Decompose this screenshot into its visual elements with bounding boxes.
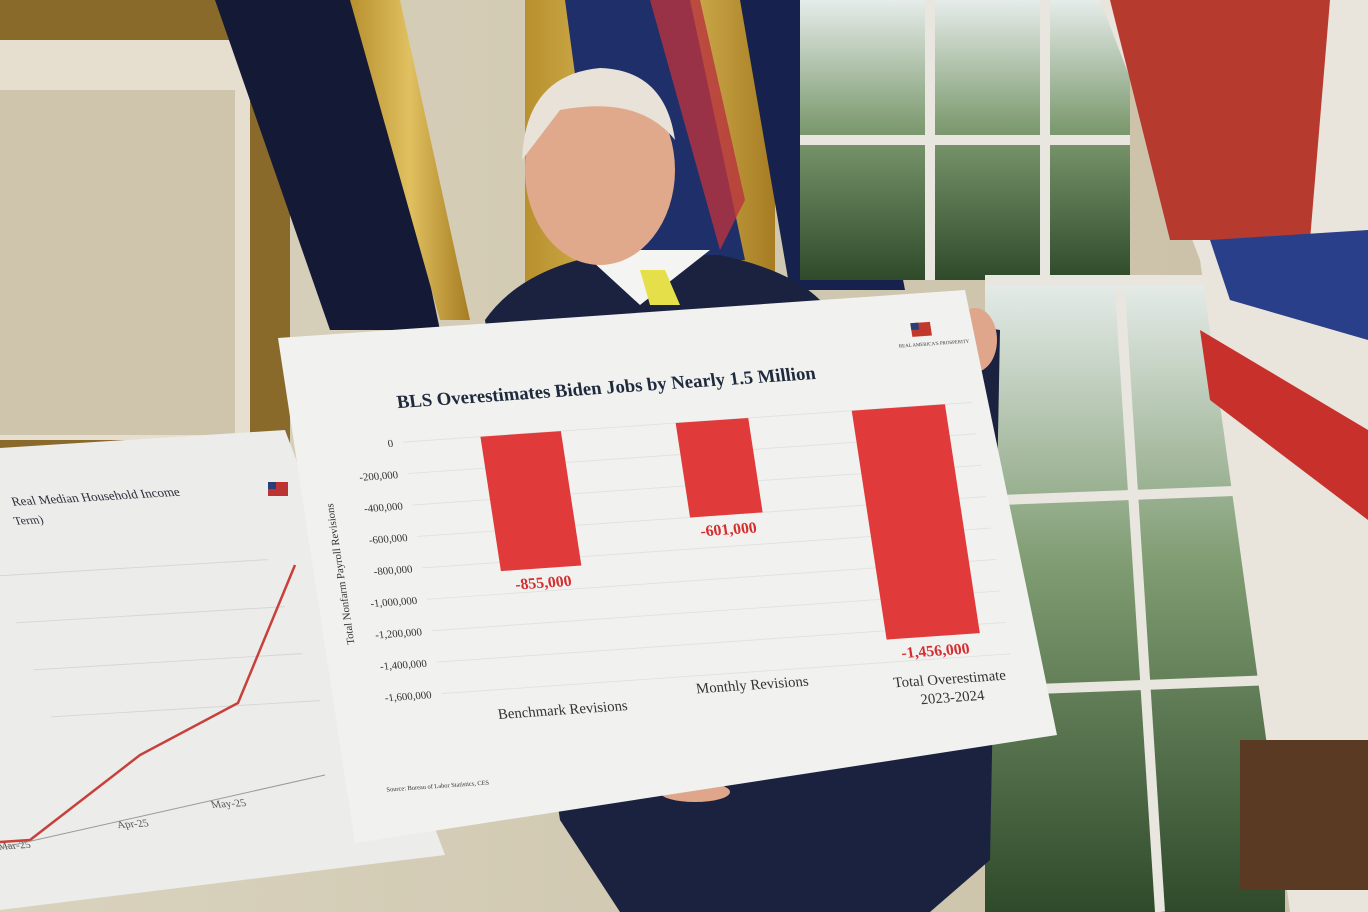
hair <box>522 68 675 160</box>
side-line-series <box>0 564 297 844</box>
campaign-streamers <box>1110 0 1330 240</box>
y-tick-label: -200,000 <box>359 469 399 484</box>
bars: -855,000 -601,000 -1,456,000 <box>480 404 980 663</box>
side-x-tick: Apr-25 <box>115 818 151 831</box>
y-axis-ticks: 0 -200,000 -400,000 -600,000 -800,000 -1,000,… <box>359 438 433 705</box>
gridline <box>441 653 1011 695</box>
side-chart-subtitle: Term) <box>11 513 45 528</box>
flag-stripes <box>650 0 745 250</box>
bar <box>480 431 582 572</box>
category-label: 2023-2024 <box>919 688 986 708</box>
side-board: Real Median Household Income Term) Mar-2… <box>0 430 445 910</box>
y-tick-label: -600,000 <box>368 532 408 547</box>
y-tick-label: 0 <box>387 438 394 450</box>
data-label: -601,000 <box>699 520 758 541</box>
y-tick-label: -1,400,000 <box>379 658 428 673</box>
y-tick-label: -1,200,000 <box>374 626 423 641</box>
category-label: Total Overestimate <box>892 668 1007 692</box>
y-tick-label: -1,600,000 <box>384 689 433 704</box>
bar <box>851 404 980 640</box>
y-tick-label: -1,000,000 <box>370 595 419 610</box>
desk <box>1240 740 1368 890</box>
side-gridlines <box>0 559 321 718</box>
side-x-axis <box>0 774 326 849</box>
face <box>525 75 675 265</box>
document-text-area <box>0 90 235 435</box>
side-logo <box>268 482 288 496</box>
tie <box>640 270 680 305</box>
bar <box>675 417 763 518</box>
side-x-tick: May-25 <box>209 797 248 810</box>
window-frame <box>800 0 1285 912</box>
y-tick-label: -400,000 <box>363 501 403 516</box>
army-flag-blue <box>1210 230 1368 340</box>
brand-logo: REAL AMERICA'S PROSPERITY <box>899 321 971 350</box>
category-label: Monthly Revisions <box>695 674 810 698</box>
y-tick-label: -800,000 <box>373 564 413 579</box>
data-label: -855,000 <box>514 573 573 594</box>
gold-ornament <box>350 0 470 320</box>
logo-text: REAL AMERICA'S PROSPERITY <box>899 340 971 350</box>
data-label: -1,456,000 <box>900 641 971 663</box>
army-flag-band <box>1200 330 1368 520</box>
